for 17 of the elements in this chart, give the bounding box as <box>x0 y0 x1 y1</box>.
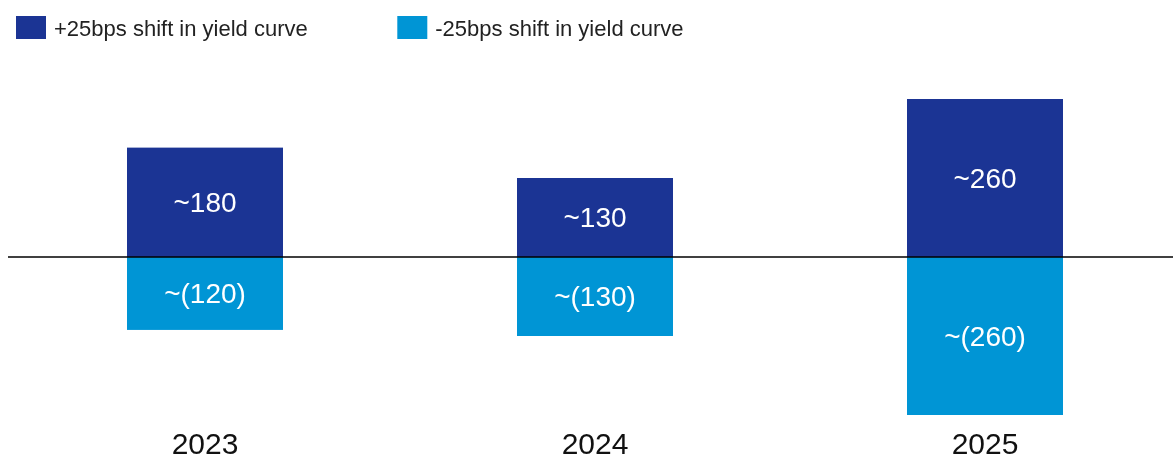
data-label: ~(120) <box>164 278 246 310</box>
x-tick-label: 2023 <box>171 426 239 456</box>
bar <box>517 178 673 257</box>
bar <box>517 257 673 336</box>
data-label: ~130 <box>563 202 627 234</box>
legend-label: +25bps shift in yield curve <box>54 15 308 41</box>
data-label: ~180 <box>173 187 237 219</box>
bar <box>907 257 1063 415</box>
legend-label: -25bps shift in yield curve <box>435 15 684 41</box>
data-label: ~(260) <box>944 320 1026 352</box>
x-tick-label: 2024 <box>561 426 629 456</box>
data-label: ~(130) <box>554 281 636 313</box>
bar <box>127 147 283 257</box>
data-label: ~260 <box>953 162 1017 194</box>
bar <box>127 257 283 330</box>
bar <box>907 99 1063 257</box>
x-tick-label: 2025 <box>951 426 1019 456</box>
